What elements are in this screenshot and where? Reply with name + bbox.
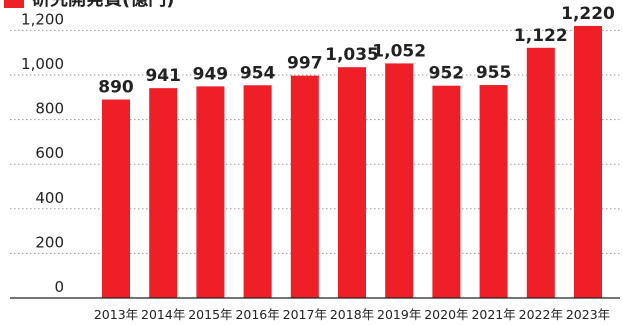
y-tick-label: 200 [35,233,64,251]
x-tick-label: 2014年 [141,307,185,322]
y-tick-label: 1,000 [21,55,64,73]
value-label: 954 [240,63,276,83]
x-tick-label: 2022年 [519,307,563,322]
title-marker-icon [4,0,24,8]
value-label: 890 [98,78,134,98]
value-label: 997 [287,54,323,74]
value-label: 949 [193,64,229,84]
bar [102,99,130,298]
value-label: 955 [476,63,512,83]
value-label: 952 [429,64,465,84]
value-label: 1,035 [325,45,379,65]
bar [479,85,508,298]
bar [338,67,366,298]
bar [574,25,602,298]
value-label: 1,220 [561,4,615,24]
x-tick-label: 2016年 [235,307,279,322]
chart-title: 研究開発費(億円) [32,0,174,10]
bar [243,85,272,299]
bar [290,75,319,298]
y-tick-label: 800 [35,100,64,118]
bar [526,47,555,298]
y-tick-label: 600 [35,144,64,162]
x-tick-label: 2023年 [566,307,610,322]
y-tick-label: 400 [35,189,64,207]
y-axis-tick-labels: 0 200 400 600 800 1,000 1,200 [21,10,64,296]
bar [385,63,414,299]
x-tick-label: 2021年 [471,307,515,322]
bar [149,88,178,298]
y-tick-label: 1,200 [21,10,64,28]
x-tick-label: 2020年 [424,307,468,322]
chart-title-group: 研究開発費(億円) [4,0,174,10]
x-axis-tick-labels: 2013年 2014年 2015年 2016年 2017年 2018年 2019年 2020年… [94,307,610,322]
value-label: 941 [145,66,181,86]
value-label: 1,122 [514,26,568,46]
value-label: 1,052 [372,41,426,61]
x-tick-label: 2015年 [188,307,232,322]
x-tick-label: 2013年 [94,307,138,322]
bars [102,25,602,299]
bar [196,86,225,298]
y-tick-label: 0 [54,278,64,296]
bar [432,85,461,298]
x-tick-label: 2017年 [283,307,327,322]
x-tick-label: 2018年 [330,307,374,322]
x-tick-label: 2019年 [377,307,421,322]
